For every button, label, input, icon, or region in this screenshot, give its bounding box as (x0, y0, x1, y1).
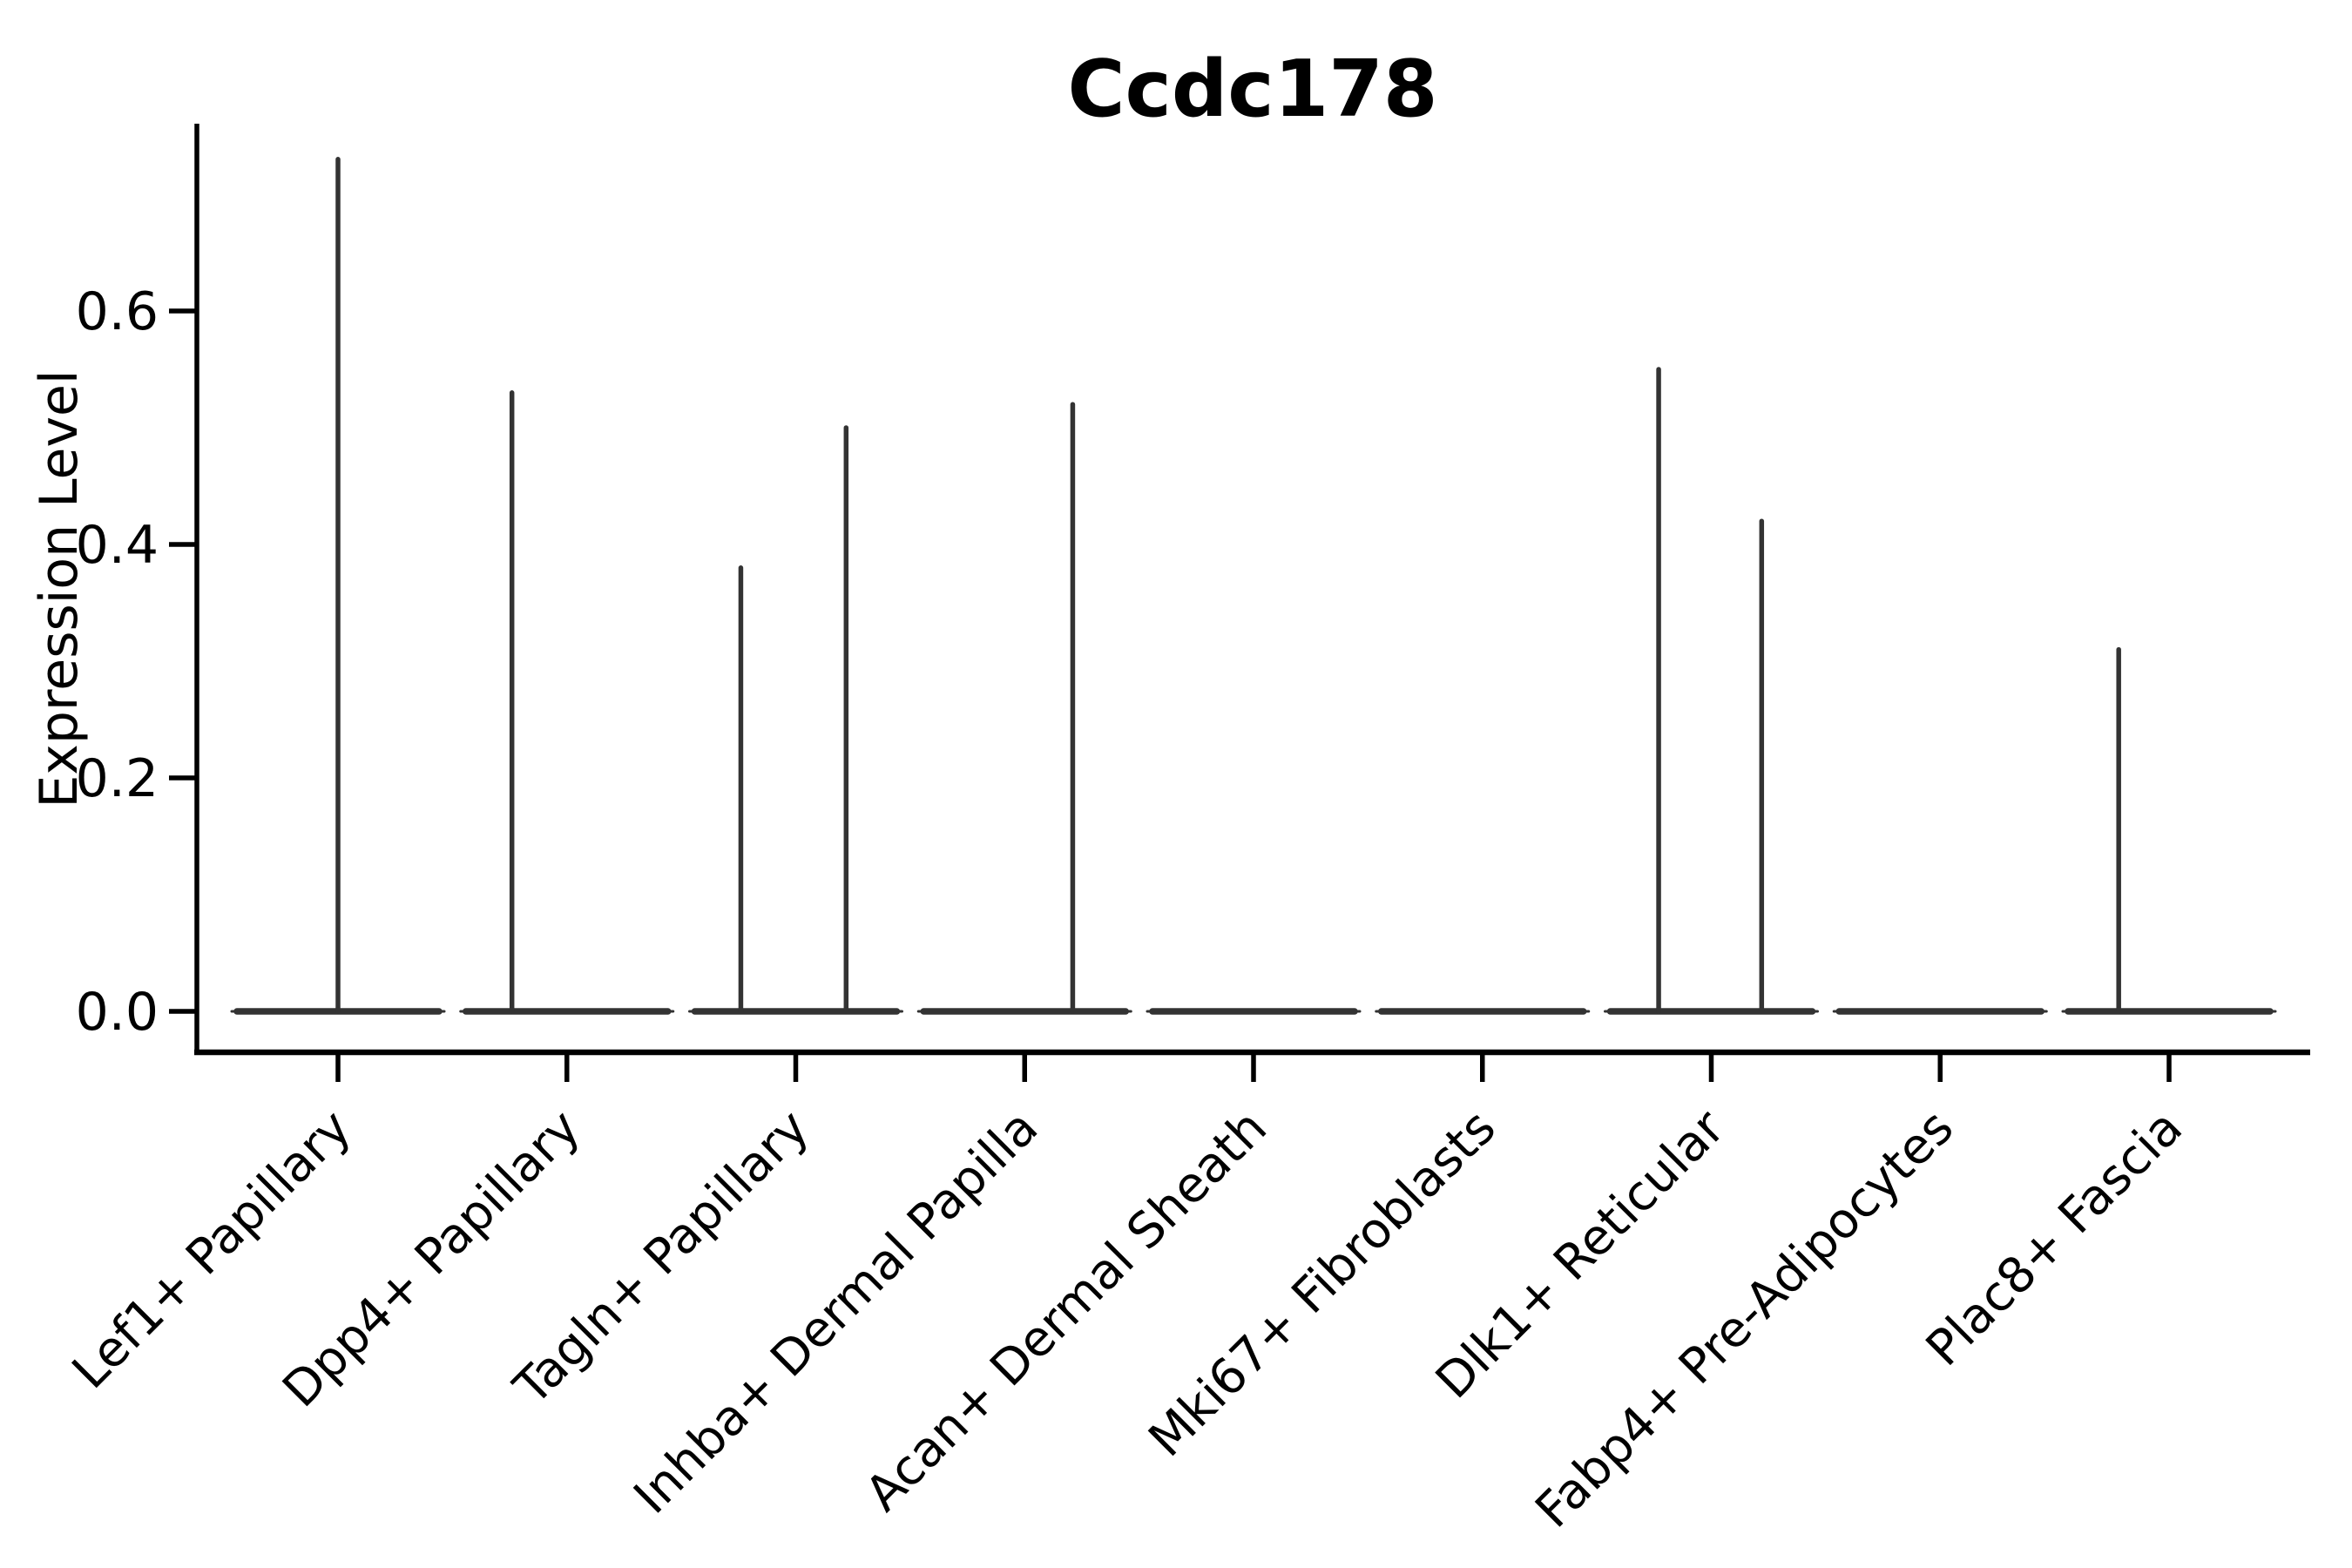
plot-title: Ccdc178 (1067, 44, 1437, 135)
violin (459, 390, 675, 1015)
violin (688, 425, 903, 1015)
violin (1604, 367, 1819, 1015)
x-tick-label: Inhba+ Dermal Papilla (624, 1099, 1050, 1525)
x-tick-label: Fabp4+ Pre-Adipocytes (1525, 1099, 1965, 1539)
x-tick-label: Acan+ Dermal Sheath (855, 1099, 1278, 1523)
y-tick-label: 0.2 (76, 748, 159, 809)
violin (916, 402, 1132, 1015)
y-tick-label: 0.6 (76, 281, 159, 342)
violins-group (230, 157, 2277, 1015)
violin (230, 157, 446, 1015)
y-axis: 0.0 0.2 0.4 0.6 (76, 124, 199, 1055)
y-axis-label: Expression Level (29, 369, 90, 808)
y-tick-label: 0.4 (76, 515, 159, 576)
y-tick-label: 0.0 (76, 982, 159, 1043)
violin (2061, 646, 2277, 1015)
